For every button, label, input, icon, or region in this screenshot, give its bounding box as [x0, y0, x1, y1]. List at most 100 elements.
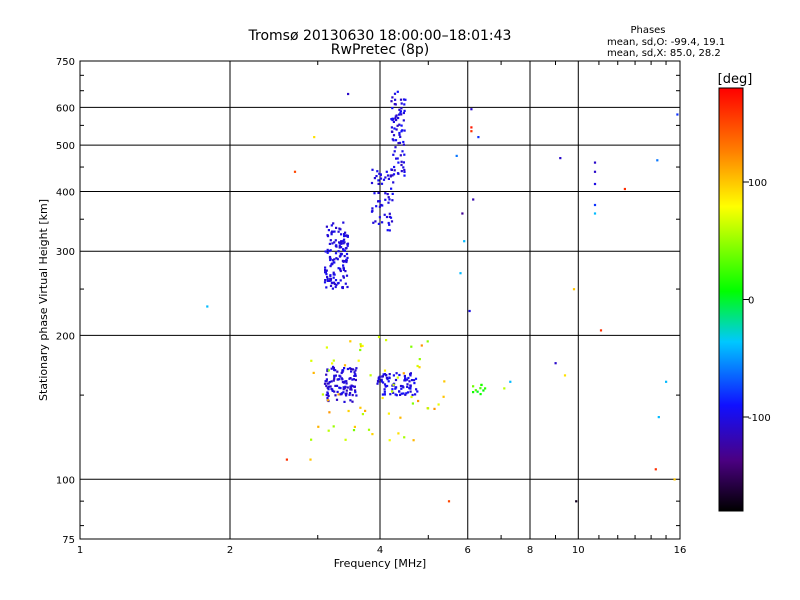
- data-point: [339, 387, 342, 390]
- data-point: [342, 264, 345, 267]
- data-point: [378, 200, 381, 203]
- data-point: [350, 370, 353, 373]
- data-point: [403, 129, 406, 132]
- data-point: [484, 387, 487, 390]
- data-point: [398, 390, 401, 393]
- data-point: [387, 177, 390, 180]
- data-point: [417, 399, 420, 403]
- data-point: [336, 390, 339, 393]
- data-point: [336, 282, 339, 285]
- data-point: [391, 388, 394, 391]
- data-point: [345, 258, 348, 261]
- data-point: [330, 224, 333, 227]
- data-point: [369, 374, 372, 377]
- data-point: [509, 380, 512, 383]
- data-point: [459, 272, 462, 275]
- data-point: [336, 258, 339, 261]
- data-point: [599, 329, 603, 332]
- data-point: [377, 200, 380, 203]
- data-point: [383, 213, 386, 216]
- data-point: [338, 386, 341, 389]
- data-point: [354, 369, 357, 372]
- data-point: [409, 384, 412, 387]
- data-point: [398, 133, 401, 136]
- data-point: [393, 127, 396, 130]
- data-point: [326, 235, 330, 238]
- data-point: [328, 255, 332, 259]
- data-point: [327, 385, 330, 388]
- data-point: [416, 390, 419, 393]
- data-point: [386, 174, 390, 177]
- data-point: [384, 385, 387, 388]
- data-point: [381, 396, 384, 400]
- data-point: [470, 108, 473, 111]
- data-point: [395, 128, 398, 131]
- data-point: [399, 111, 402, 114]
- data-point: [333, 282, 336, 286]
- data-point: [338, 227, 341, 230]
- data-point: [354, 373, 357, 376]
- data-point: [468, 309, 471, 313]
- data-point: [370, 181, 374, 185]
- data-point: [344, 282, 347, 285]
- x-tick-label: 10: [572, 545, 585, 556]
- data-point: [388, 215, 391, 218]
- data-point: [375, 175, 378, 178]
- data-point: [394, 117, 397, 120]
- data-point: [343, 233, 346, 236]
- data-point: [340, 240, 343, 243]
- data-point: [393, 165, 396, 169]
- data-point: [329, 257, 332, 260]
- data-point: [377, 179, 380, 182]
- data-point: [427, 407, 430, 410]
- data-point: [403, 174, 406, 177]
- info-line-o: mean, sd,O: -99.4, 19.1: [607, 37, 725, 48]
- data-point: [394, 139, 398, 142]
- data-point: [374, 220, 377, 223]
- data-point: [406, 383, 409, 386]
- data-point: [346, 285, 349, 289]
- data-point: [323, 382, 327, 385]
- data-point: [355, 394, 358, 397]
- data-point: [482, 389, 485, 392]
- data-point: [349, 377, 352, 380]
- data-point: [480, 383, 483, 386]
- data-point: [334, 369, 337, 372]
- data-point: [479, 393, 482, 396]
- data-point: [443, 380, 446, 383]
- data-point: [503, 387, 506, 390]
- data-point: [327, 229, 330, 232]
- data-point: [351, 385, 354, 388]
- data-point: [376, 379, 380, 383]
- data-point: [326, 382, 329, 385]
- data-point: [391, 192, 394, 195]
- data-point: [409, 387, 412, 390]
- data-point: [403, 103, 406, 106]
- x-tick-label: 6: [465, 545, 471, 556]
- data-point: [331, 362, 334, 365]
- data-point: [367, 428, 371, 431]
- data-point: [409, 372, 412, 375]
- data-point: [388, 376, 391, 379]
- colorbar: [718, 87, 744, 512]
- data-point: [345, 274, 349, 277]
- data-point: [355, 367, 358, 370]
- data-point: [401, 150, 404, 153]
- data-point: [206, 305, 209, 308]
- data-point: [347, 92, 350, 96]
- data-point: [400, 170, 403, 173]
- data-point: [397, 432, 400, 435]
- data-point: [410, 345, 413, 348]
- data-point: [380, 380, 383, 383]
- data-point: [310, 438, 313, 441]
- y-tick-label: 400: [56, 187, 75, 198]
- data-point: [353, 371, 356, 374]
- data-point: [339, 269, 342, 273]
- data-point: [328, 411, 331, 414]
- data-point: [400, 113, 403, 116]
- data-point: [472, 198, 475, 201]
- data-point: [390, 187, 393, 190]
- data-point: [470, 126, 473, 129]
- data-point: [411, 393, 414, 397]
